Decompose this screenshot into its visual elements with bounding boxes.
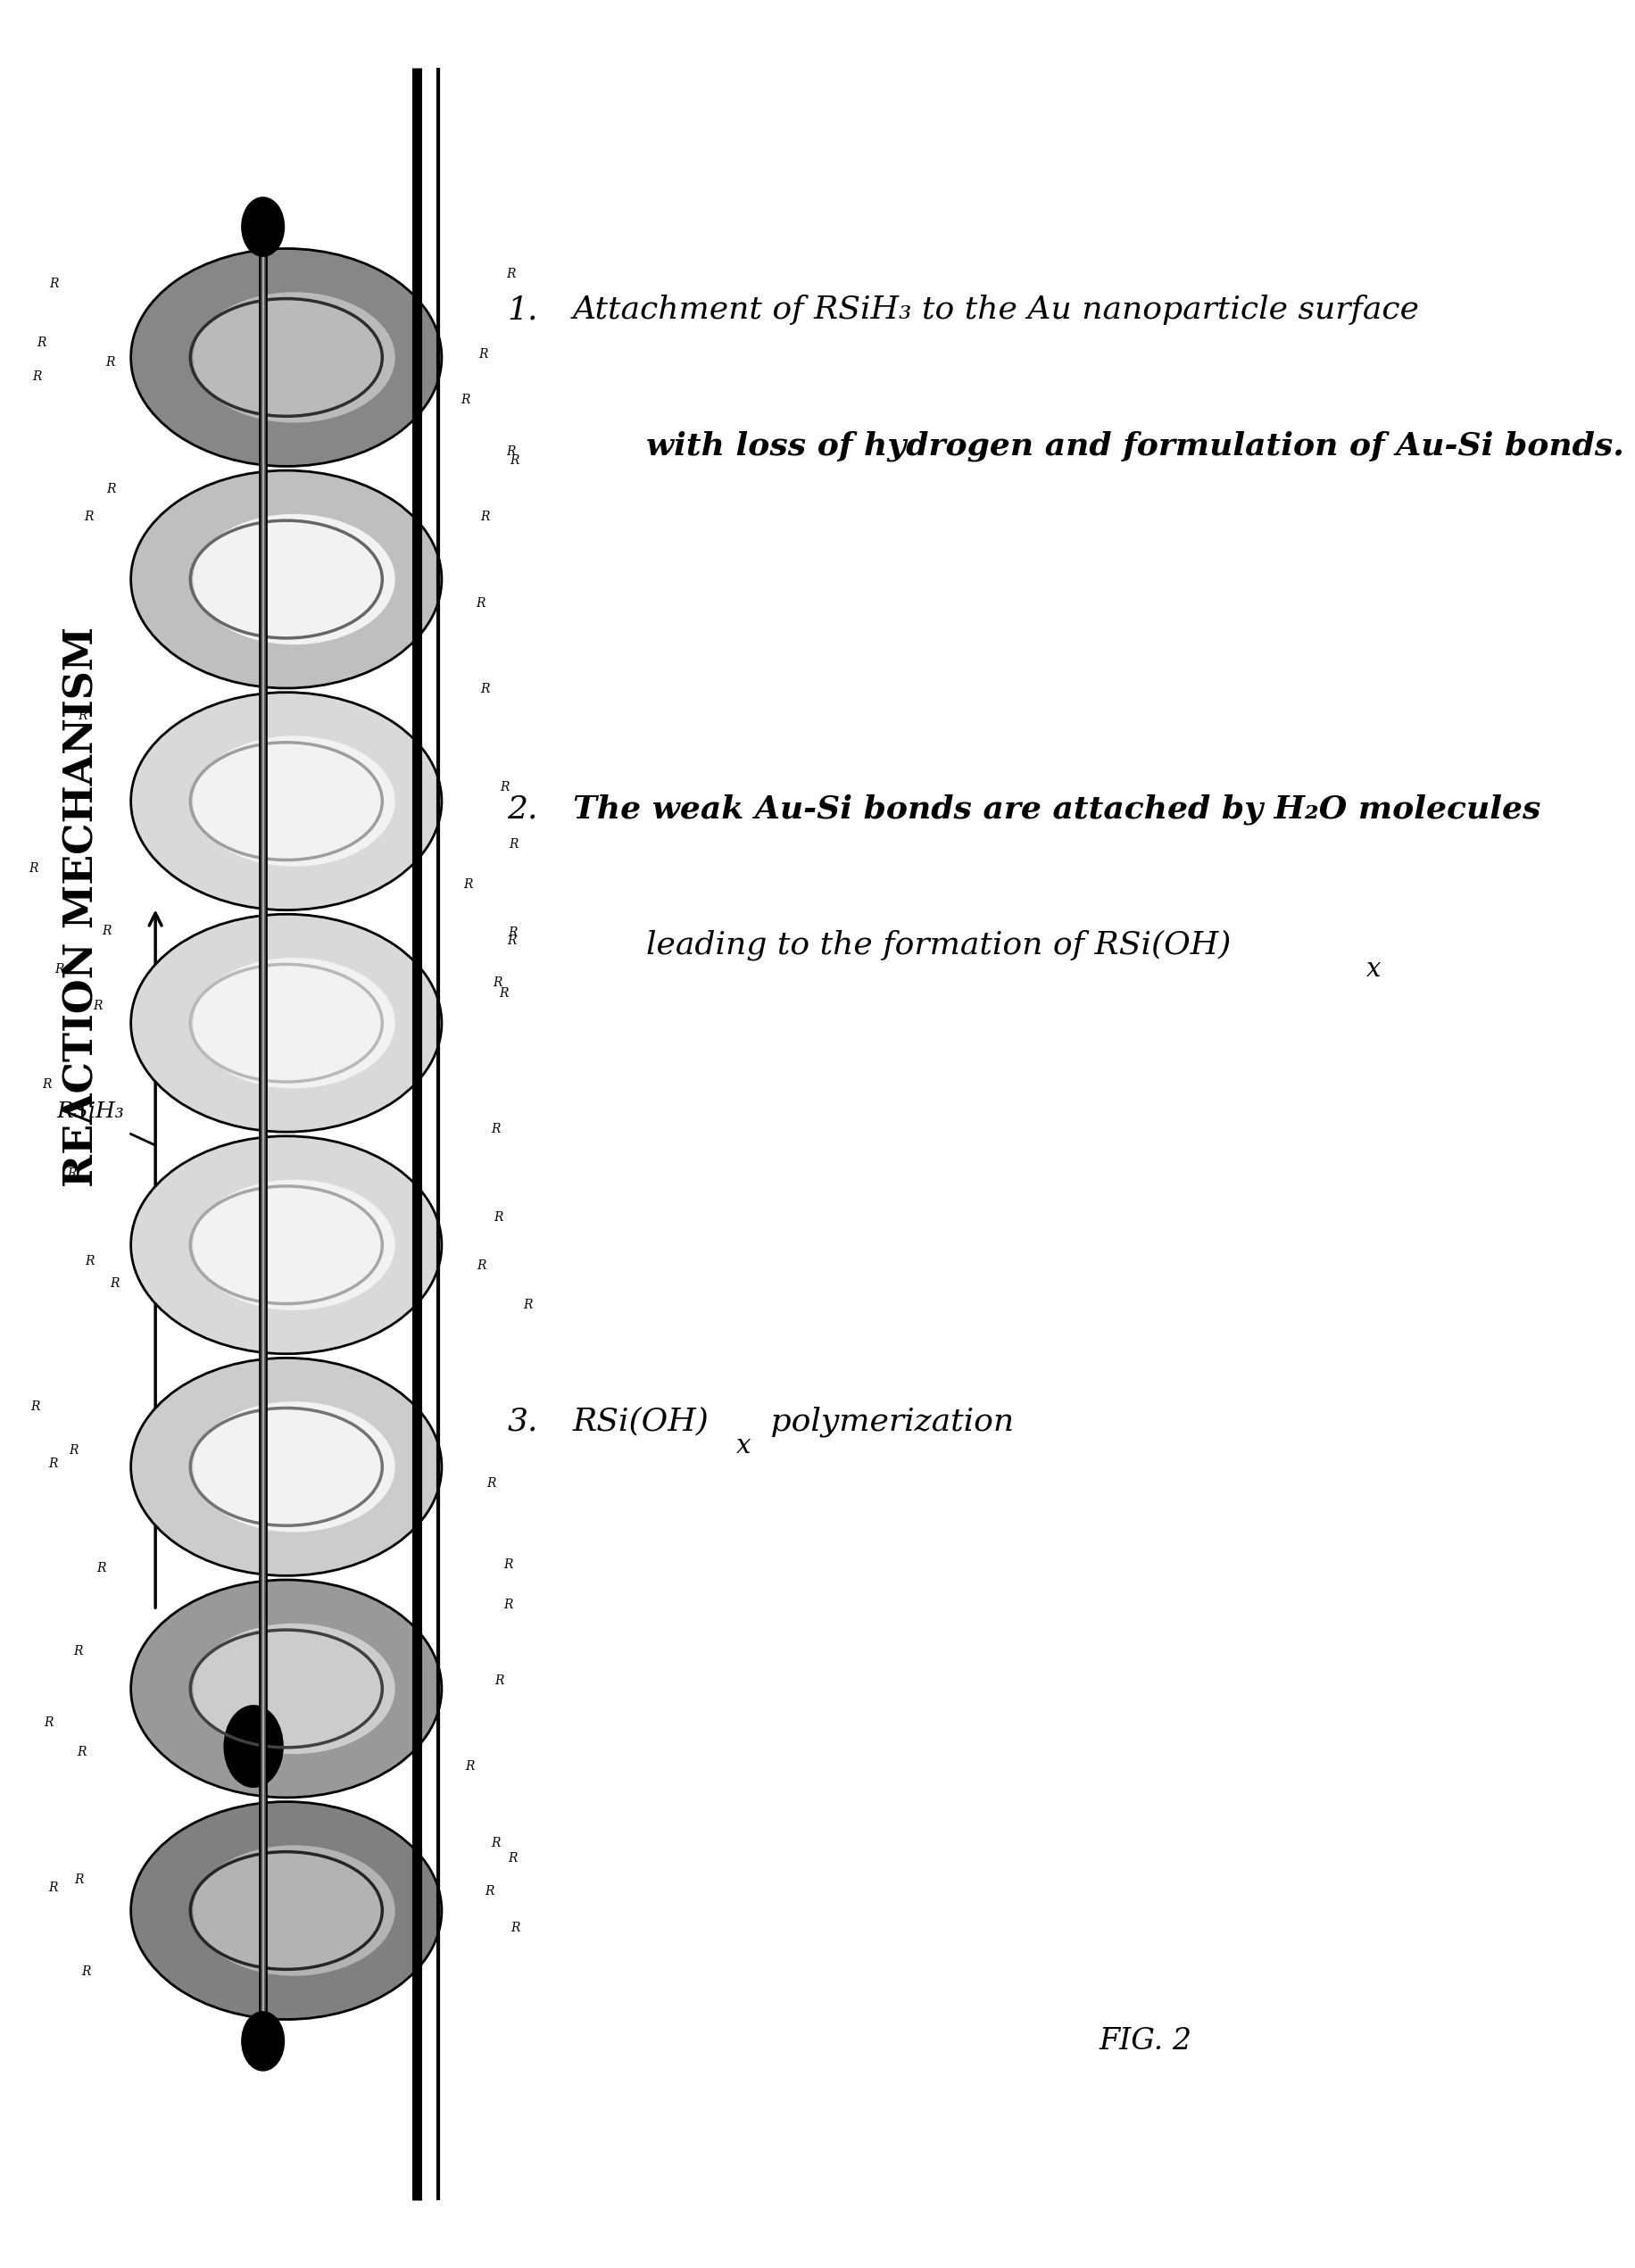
Text: with loss of hydrogen and formulation of Au-Si bonds.: with loss of hydrogen and formulation of… (646, 431, 1624, 463)
Text: R: R (479, 510, 489, 522)
Text: R: R (47, 1882, 57, 1894)
Ellipse shape (193, 1179, 396, 1311)
Text: RSi(OH): RSi(OH) (572, 1406, 708, 1436)
Text: x: x (1365, 957, 1380, 982)
Ellipse shape (193, 957, 396, 1089)
Ellipse shape (193, 735, 396, 866)
Text: R: R (484, 1885, 494, 1898)
Text: R: R (29, 862, 38, 875)
Ellipse shape (193, 1402, 396, 1533)
Circle shape (242, 197, 284, 256)
Text: R: R (77, 1746, 87, 1758)
Ellipse shape (193, 515, 396, 644)
Text: R: R (44, 1717, 54, 1728)
Text: The weak Au-Si bonds are attached by H₂O molecules: The weak Au-Si bonds are attached by H₂O… (572, 794, 1540, 826)
Text: R: R (69, 1445, 78, 1456)
Text: R: R (499, 987, 508, 1000)
Text: R: R (75, 1873, 83, 1887)
Text: Au: Au (239, 1842, 268, 1862)
Text: 2.: 2. (507, 794, 538, 823)
Text: R: R (504, 1599, 513, 1610)
Circle shape (224, 1706, 283, 1787)
Text: R: R (101, 925, 111, 937)
Ellipse shape (131, 1581, 441, 1799)
Text: R: R (74, 1644, 82, 1658)
Text: R: R (476, 1259, 486, 1272)
Text: R: R (507, 934, 517, 948)
Ellipse shape (131, 1801, 441, 2019)
Ellipse shape (131, 469, 441, 687)
Text: R: R (523, 1300, 533, 1311)
Text: R: R (508, 839, 518, 850)
Text: R: R (510, 454, 518, 467)
Text: RSiH₃: RSiH₃ (56, 1100, 124, 1123)
Text: R: R (110, 1277, 119, 1288)
Text: 1.: 1. (507, 295, 538, 324)
Text: x: x (736, 1433, 750, 1458)
Text: R: R (106, 483, 116, 497)
Text: R: R (492, 975, 502, 989)
Text: R: R (47, 1458, 57, 1470)
Ellipse shape (131, 1136, 441, 1354)
Text: R: R (504, 1558, 512, 1572)
Text: R: R (464, 1760, 474, 1774)
Text: R: R (31, 1402, 39, 1413)
Text: R: R (491, 1837, 500, 1851)
Text: R: R (78, 710, 87, 723)
Text: R: R (43, 1077, 51, 1091)
Text: R: R (82, 1966, 92, 1978)
Text: polymerization: polymerization (760, 1406, 1014, 1438)
Text: R: R (505, 268, 515, 281)
Ellipse shape (131, 692, 441, 909)
Ellipse shape (131, 249, 441, 467)
Text: R: R (85, 510, 93, 522)
Text: R: R (67, 1168, 77, 1179)
Circle shape (242, 2012, 284, 2071)
Text: R: R (500, 782, 510, 794)
Ellipse shape (131, 914, 441, 1132)
Text: REACTION MECHANISM: REACTION MECHANISM (62, 626, 101, 1188)
Text: R: R (105, 356, 114, 370)
Ellipse shape (193, 1624, 396, 1753)
Text: H₂O: H₂O (211, 1486, 257, 1508)
Text: R: R (508, 1853, 518, 1864)
Text: R: R (491, 1123, 500, 1134)
Text: Attachment of RSiH₃ to the Au nanoparticle surface: Attachment of RSiH₃ to the Au nanopartic… (572, 295, 1419, 324)
Text: 3.: 3. (507, 1406, 538, 1436)
Text: R: R (476, 596, 484, 610)
Text: R: R (510, 1921, 520, 1935)
Text: R: R (93, 1000, 103, 1012)
Ellipse shape (193, 1846, 396, 1975)
Text: R: R (463, 878, 473, 891)
Text: R: R (495, 1674, 504, 1687)
Text: R: R (507, 445, 515, 458)
Text: R: R (479, 683, 489, 694)
Text: R: R (96, 1563, 106, 1574)
Text: R: R (461, 395, 469, 406)
Ellipse shape (193, 293, 396, 422)
Text: R: R (479, 347, 487, 361)
Text: R: R (33, 372, 43, 383)
Text: R: R (54, 964, 64, 975)
Text: FIG. 2: FIG. 2 (1099, 2028, 1190, 2055)
Ellipse shape (131, 1359, 441, 1576)
Text: R: R (49, 277, 59, 290)
Text: nanoparticle: nanoparticle (186, 1898, 320, 1919)
Text: R: R (85, 1254, 95, 1268)
Text: R: R (38, 338, 46, 349)
Text: R: R (494, 1211, 504, 1225)
Text: R: R (507, 928, 517, 939)
Text: R: R (486, 1476, 495, 1490)
Text: leading to the formation of RSi(OH): leading to the formation of RSi(OH) (646, 930, 1231, 962)
